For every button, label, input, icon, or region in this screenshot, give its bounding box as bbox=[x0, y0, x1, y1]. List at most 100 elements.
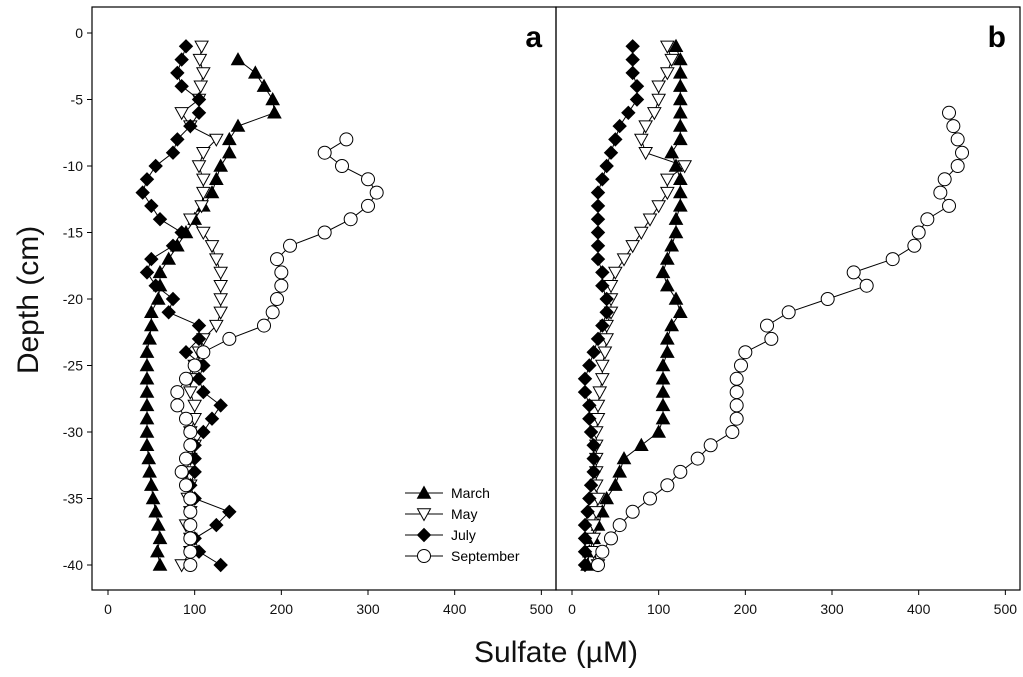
x-tick-label: 300 bbox=[356, 601, 380, 617]
data-point bbox=[644, 492, 657, 505]
data-point bbox=[726, 426, 739, 439]
data-point bbox=[143, 332, 156, 344]
data-point bbox=[197, 227, 210, 239]
data-point bbox=[596, 374, 609, 386]
data-point bbox=[652, 81, 665, 93]
data-point bbox=[639, 148, 652, 160]
data-point bbox=[730, 399, 743, 412]
data-point bbox=[149, 505, 162, 517]
data-point bbox=[184, 505, 197, 518]
data-point bbox=[947, 120, 960, 133]
legend-marker bbox=[418, 509, 431, 521]
data-point bbox=[622, 106, 635, 119]
data-point bbox=[657, 412, 670, 424]
data-point bbox=[821, 293, 834, 306]
data-point bbox=[613, 120, 626, 133]
data-point bbox=[847, 266, 860, 279]
data-point bbox=[674, 306, 687, 318]
legend-marker bbox=[418, 529, 431, 542]
data-point bbox=[210, 173, 223, 185]
data-point bbox=[639, 121, 652, 133]
data-point bbox=[631, 93, 644, 106]
y-tick-label: -10 bbox=[63, 158, 83, 174]
data-point bbox=[167, 146, 180, 159]
data-point bbox=[249, 66, 262, 78]
y-tick-label: -20 bbox=[63, 291, 83, 307]
x-tick-label: 500 bbox=[994, 601, 1018, 617]
data-point bbox=[765, 332, 778, 345]
data-point bbox=[860, 279, 873, 292]
data-point bbox=[188, 400, 201, 412]
data-point bbox=[665, 319, 678, 331]
data-point bbox=[886, 253, 899, 266]
y-tick-label: -30 bbox=[63, 424, 83, 440]
data-point bbox=[142, 452, 155, 464]
data-point bbox=[600, 160, 613, 173]
data-point bbox=[184, 532, 197, 545]
data-point bbox=[362, 173, 375, 186]
data-point bbox=[214, 281, 227, 293]
data-point bbox=[661, 253, 674, 265]
series-march bbox=[141, 53, 281, 570]
data-point bbox=[184, 545, 197, 558]
data-point bbox=[613, 519, 626, 532]
data-point bbox=[674, 80, 687, 92]
data-point bbox=[631, 80, 644, 93]
data-point bbox=[665, 146, 678, 158]
data-point bbox=[592, 226, 605, 239]
legend-marker bbox=[418, 487, 431, 499]
data-point bbox=[162, 253, 175, 265]
data-point bbox=[635, 227, 648, 239]
data-point bbox=[232, 120, 245, 132]
data-point bbox=[141, 346, 154, 358]
data-point bbox=[609, 267, 622, 279]
data-point bbox=[674, 173, 687, 185]
data-point bbox=[210, 254, 223, 266]
data-point bbox=[141, 173, 154, 186]
data-point bbox=[730, 412, 743, 425]
x-tick-label: 100 bbox=[183, 601, 207, 617]
data-point bbox=[180, 452, 193, 465]
data-point bbox=[141, 399, 154, 411]
data-point bbox=[951, 160, 964, 173]
data-point bbox=[674, 66, 687, 78]
data-point bbox=[145, 199, 158, 212]
data-point bbox=[214, 294, 227, 306]
data-point bbox=[613, 465, 626, 477]
data-point bbox=[648, 108, 661, 120]
data-point bbox=[730, 372, 743, 385]
data-point bbox=[605, 146, 618, 159]
data-point bbox=[618, 452, 631, 464]
data-point bbox=[193, 106, 206, 119]
data-point bbox=[154, 532, 167, 544]
data-point bbox=[670, 213, 683, 225]
data-point bbox=[674, 93, 687, 105]
data-point bbox=[214, 399, 227, 412]
data-point bbox=[152, 293, 165, 305]
legend-label: July bbox=[451, 527, 476, 543]
data-point bbox=[184, 439, 197, 452]
data-point bbox=[730, 386, 743, 399]
data-point bbox=[618, 254, 631, 266]
data-point bbox=[665, 239, 678, 251]
data-point bbox=[145, 319, 158, 331]
data-point bbox=[587, 346, 600, 359]
y-axis-title: Depth (cm) bbox=[12, 226, 45, 374]
data-point bbox=[184, 492, 197, 505]
data-point bbox=[154, 266, 167, 278]
data-point bbox=[592, 559, 605, 572]
data-point bbox=[674, 199, 687, 211]
data-point bbox=[271, 293, 284, 306]
data-point bbox=[197, 68, 210, 80]
data-point bbox=[151, 545, 164, 557]
data-point bbox=[661, 346, 674, 358]
x-tick-label: 500 bbox=[530, 601, 554, 617]
data-point bbox=[626, 53, 639, 66]
data-point bbox=[592, 199, 605, 212]
x-tick-label: 0 bbox=[104, 601, 112, 617]
data-point bbox=[674, 133, 687, 145]
x-tick-label: 200 bbox=[734, 601, 758, 617]
data-point bbox=[674, 120, 687, 132]
data-point bbox=[136, 186, 149, 199]
